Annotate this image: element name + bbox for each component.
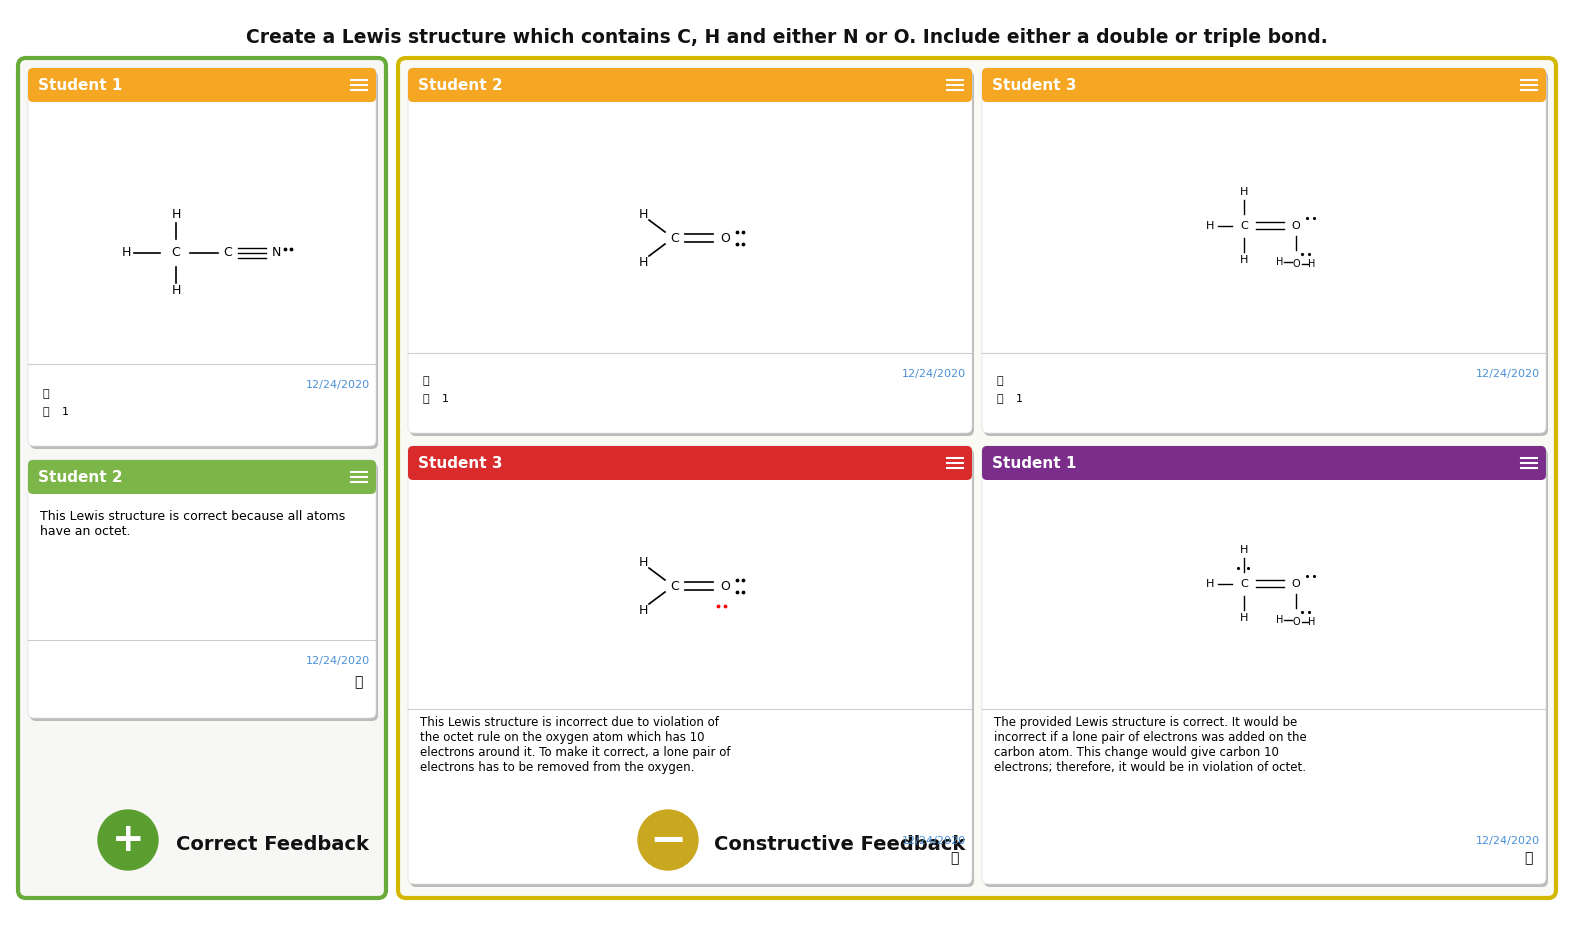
FancyBboxPatch shape <box>398 58 1557 898</box>
Text: +: + <box>112 821 145 859</box>
Text: This Lewis structure is correct because all atoms
have an octet.: This Lewis structure is correct because … <box>39 510 345 538</box>
Text: Student 3: Student 3 <box>992 78 1077 93</box>
Text: N: N <box>271 246 280 259</box>
Text: H: H <box>1206 221 1214 231</box>
FancyBboxPatch shape <box>982 446 1546 884</box>
Text: H: H <box>1308 259 1316 269</box>
FancyBboxPatch shape <box>17 58 386 898</box>
Text: 🏷: 🏷 <box>423 394 430 404</box>
Text: H: H <box>1240 613 1248 623</box>
FancyBboxPatch shape <box>28 460 376 494</box>
Text: Student 2: Student 2 <box>38 469 123 484</box>
Text: Correct Feedback: Correct Feedback <box>176 834 368 854</box>
Text: 🏷: 🏷 <box>423 376 430 386</box>
FancyBboxPatch shape <box>982 446 1546 480</box>
Text: 12/24/2020: 12/24/2020 <box>305 656 370 666</box>
Text: 12/24/2020: 12/24/2020 <box>305 380 370 390</box>
Text: H: H <box>172 284 181 297</box>
FancyBboxPatch shape <box>408 446 973 884</box>
FancyBboxPatch shape <box>409 71 974 436</box>
Text: H: H <box>172 208 181 221</box>
Text: 🏷: 🏷 <box>996 376 1003 386</box>
Text: 1: 1 <box>61 407 69 417</box>
Circle shape <box>98 810 157 870</box>
Text: C: C <box>1240 579 1248 589</box>
FancyBboxPatch shape <box>28 68 376 446</box>
FancyBboxPatch shape <box>984 449 1547 887</box>
Text: H: H <box>1206 579 1214 589</box>
Text: C: C <box>671 232 680 244</box>
Text: O: O <box>1292 579 1300 589</box>
Text: C: C <box>1240 221 1248 231</box>
Text: C: C <box>172 246 181 259</box>
Text: H: H <box>1240 545 1248 555</box>
Text: Student 3: Student 3 <box>419 456 502 470</box>
FancyBboxPatch shape <box>28 68 376 102</box>
Circle shape <box>637 810 697 870</box>
Text: Student 2: Student 2 <box>419 78 502 93</box>
Text: O: O <box>719 580 730 593</box>
Text: O: O <box>719 232 730 244</box>
Text: H: H <box>1277 257 1284 267</box>
Text: C: C <box>224 246 233 259</box>
Text: The provided Lewis structure is correct. It would be
incorrect if a lone pair of: The provided Lewis structure is correct.… <box>995 716 1306 774</box>
Text: O: O <box>1292 617 1300 627</box>
FancyBboxPatch shape <box>982 68 1546 102</box>
Text: 1: 1 <box>442 394 449 404</box>
Text: 1: 1 <box>1015 394 1023 404</box>
Text: H: H <box>639 556 647 569</box>
Text: H: H <box>1240 187 1248 197</box>
FancyBboxPatch shape <box>28 460 376 718</box>
FancyBboxPatch shape <box>408 446 973 480</box>
Text: H: H <box>639 604 647 617</box>
FancyBboxPatch shape <box>408 68 973 102</box>
Text: 12/24/2020: 12/24/2020 <box>902 369 966 379</box>
Text: Student 1: Student 1 <box>992 456 1077 470</box>
Text: H: H <box>639 207 647 220</box>
FancyBboxPatch shape <box>30 463 378 721</box>
Text: H: H <box>1308 617 1316 627</box>
FancyBboxPatch shape <box>30 71 378 449</box>
Text: 💬: 💬 <box>1524 851 1532 865</box>
Text: 🏷: 🏷 <box>42 389 49 399</box>
Text: 12/24/2020: 12/24/2020 <box>1476 836 1539 846</box>
Text: O: O <box>1292 221 1300 231</box>
FancyBboxPatch shape <box>409 449 974 887</box>
FancyBboxPatch shape <box>408 68 973 433</box>
Text: 💬: 💬 <box>354 675 362 689</box>
FancyBboxPatch shape <box>982 68 1546 433</box>
Text: C: C <box>671 580 680 593</box>
Text: 12/24/2020: 12/24/2020 <box>1476 369 1539 379</box>
Text: 🏷: 🏷 <box>42 407 49 417</box>
Text: H: H <box>639 256 647 269</box>
FancyBboxPatch shape <box>984 71 1547 436</box>
Text: H: H <box>1240 255 1248 265</box>
Text: Constructive Feedback: Constructive Feedback <box>715 834 965 854</box>
Text: 🏷: 🏷 <box>996 394 1003 404</box>
Text: H: H <box>1277 615 1284 625</box>
Text: Student 1: Student 1 <box>38 78 123 93</box>
Text: This Lewis structure is incorrect due to violation of
the octet rule on the oxyg: This Lewis structure is incorrect due to… <box>420 716 730 774</box>
Text: 12/24/2020: 12/24/2020 <box>902 836 966 846</box>
Text: O: O <box>1292 259 1300 269</box>
Text: Create a Lewis structure which contains C, H and either N or O. Include either a: Create a Lewis structure which contains … <box>246 28 1328 47</box>
Text: −: − <box>650 819 686 861</box>
Text: H: H <box>121 246 131 259</box>
Text: 💬: 💬 <box>949 851 959 865</box>
